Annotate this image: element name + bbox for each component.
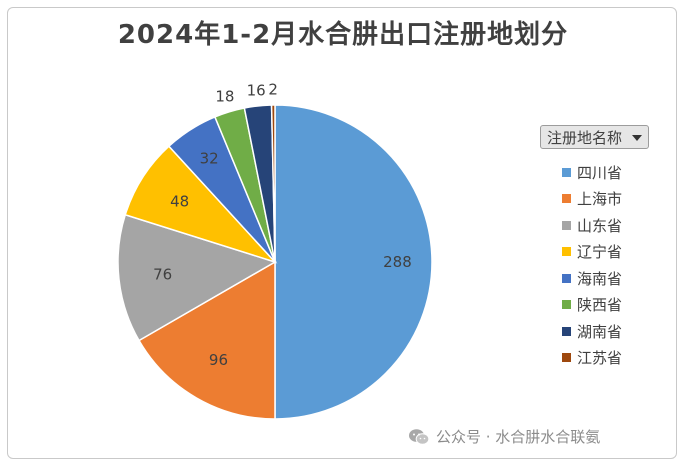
legend-list: 四川省上海市山东省辽宁省海南省陕西省湖南省江苏省 [562,159,649,371]
pie-slice-2 [138,260,276,420]
data-label-8: 2 [268,80,278,98]
legend-swatch [562,326,571,336]
legend-swatch [562,353,571,363]
legend-label: 上海市 [577,190,623,209]
legend-label: 江苏省 [577,349,623,368]
legend-header-label: 注册地名称 [547,128,623,147]
legend-label: 辽宁省 [577,243,623,262]
legend: 注册地名称 四川省上海市山东省辽宁省海南省陕西省湖南省江苏省 [540,125,650,371]
legend-label: 湖南省 [577,322,623,341]
legend-label: 海南省 [577,269,623,288]
wechat-icon [409,428,430,445]
legend-item-8: 江苏省 [562,345,649,372]
legend-swatch [562,273,571,283]
legend-swatch [562,167,571,177]
legend-item-7: 湖南省 [562,318,649,345]
legend-filter-button[interactable]: 注册地名称 [540,125,650,149]
legend-swatch [562,194,571,204]
data-label-5: 32 [200,150,219,168]
watermark-text: 公众号 · 水合肼水合联氨 [436,428,601,446]
pie-slice-3 [117,213,277,342]
legend-item-2: 上海市 [562,186,649,213]
data-label-1: 288 [383,253,412,271]
data-label-2: 96 [209,351,228,369]
legend-label: 陕西省 [577,296,623,315]
legend-item-4: 辽宁省 [562,239,649,266]
legend-swatch [562,247,571,257]
pie-slice-8 [270,104,276,263]
data-label-7: 16 [247,81,266,99]
pie-slice-1 [274,104,433,420]
legend-label: 四川省 [577,163,623,182]
legend-item-3: 山东省 [562,212,649,239]
watermark: 公众号 · 水合肼水合联氨 [408,426,600,447]
legend-item-1: 四川省 [562,159,649,186]
legend-swatch [562,220,571,230]
legend-swatch [562,300,571,310]
legend-item-5: 海南省 [562,265,649,292]
dropdown-arrow-icon [632,135,643,141]
data-label-3: 76 [153,265,172,283]
legend-label: 山东省 [577,216,623,235]
data-label-6: 18 [215,88,234,106]
legend-item-6: 陕西省 [562,292,649,319]
chart-title: 2024年1-2月水合肼出口注册地划分 [117,20,569,50]
data-label-4: 48 [170,192,189,210]
